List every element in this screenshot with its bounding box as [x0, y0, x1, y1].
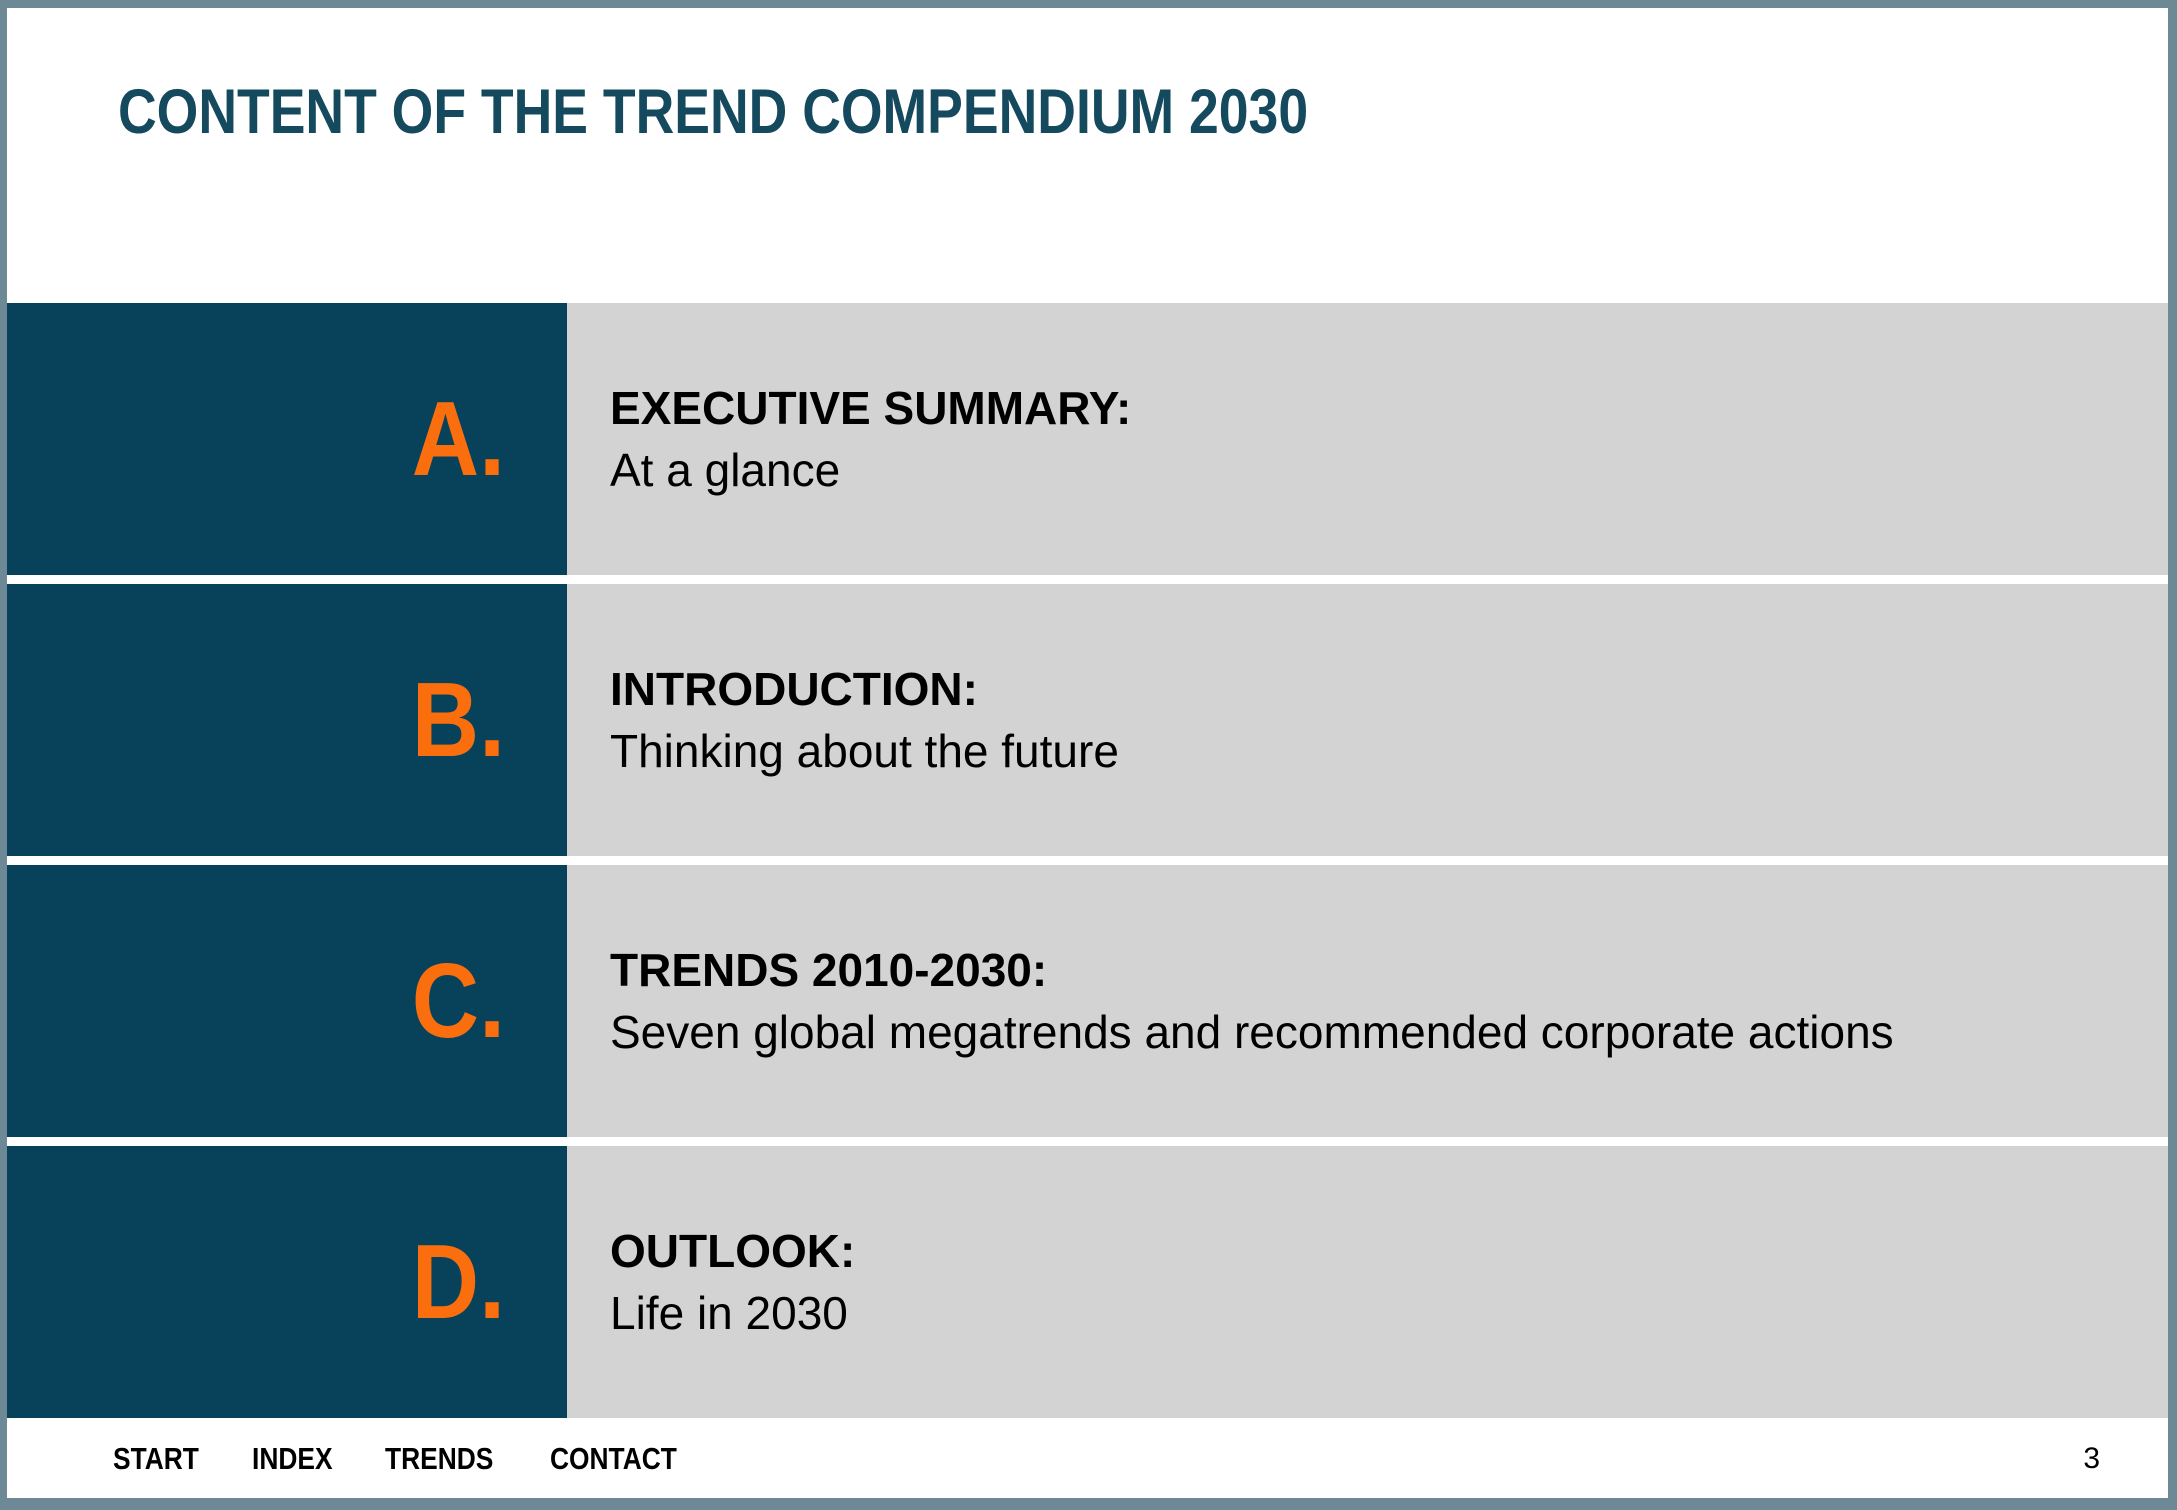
- page-title: CONTENT OF THE TREND COMPENDIUM 2030: [118, 77, 1309, 147]
- section-heading: INTRODUCTION:: [610, 663, 978, 715]
- section-heading: TRENDS 2010-2030:: [610, 944, 1048, 996]
- section-letter: B.: [411, 661, 505, 779]
- page-number: 3: [2083, 1441, 2100, 1475]
- toc-row-introduction[interactable]: B. INTRODUCTION: Thinking about the futu…: [7, 584, 2168, 856]
- footer-nav: START INDEX TRENDS CONTACT: [113, 1441, 699, 1477]
- toc-section-list: A. EXECUTIVE SUMMARY: At a glance B. INT…: [7, 303, 2168, 1418]
- section-letter-panel: A.: [7, 303, 567, 575]
- footer-bar: START INDEX TRENDS CONTACT 3: [7, 1419, 2168, 1498]
- nav-index-button[interactable]: INDEX: [252, 1440, 333, 1476]
- section-subtitle: Thinking about the future: [610, 725, 1119, 777]
- section-subtitle: Seven global megatrends and recommended …: [610, 1006, 1894, 1058]
- section-letter-panel: B.: [7, 584, 567, 856]
- toc-row-executive-summary[interactable]: A. EXECUTIVE SUMMARY: At a glance: [7, 303, 2168, 575]
- toc-row-trends[interactable]: C. TRENDS 2010-2030: Seven global megatr…: [7, 865, 2168, 1137]
- section-letter: A.: [411, 380, 505, 498]
- section-subtitle: At a glance: [610, 444, 841, 496]
- section-letter-panel: D.: [7, 1146, 567, 1418]
- section-subtitle: Life in 2030: [610, 1287, 848, 1339]
- section-heading: EXECUTIVE SUMMARY:: [610, 382, 1132, 434]
- section-heading: OUTLOOK:: [610, 1225, 856, 1277]
- section-letter-panel: C.: [7, 865, 567, 1137]
- section-text-panel: TRENDS 2010-2030: Seven global megatrend…: [567, 865, 2168, 1137]
- toc-row-outlook[interactable]: D. OUTLOOK: Life in 2030: [7, 1146, 2168, 1418]
- section-letter: D.: [411, 1223, 505, 1341]
- nav-contact-button[interactable]: CONTACT: [550, 1440, 678, 1476]
- nav-trends-button[interactable]: TRENDS: [384, 1440, 494, 1476]
- section-text-panel: EXECUTIVE SUMMARY: At a glance: [567, 303, 2168, 575]
- section-text-panel: OUTLOOK: Life in 2030: [567, 1146, 2168, 1418]
- section-letter: C.: [411, 942, 505, 1060]
- section-text-panel: INTRODUCTION: Thinking about the future: [567, 584, 2168, 856]
- slide-content: CONTENT OF THE TREND COMPENDIUM 2030 A. …: [7, 8, 2168, 1498]
- nav-start-button[interactable]: START: [113, 1440, 199, 1476]
